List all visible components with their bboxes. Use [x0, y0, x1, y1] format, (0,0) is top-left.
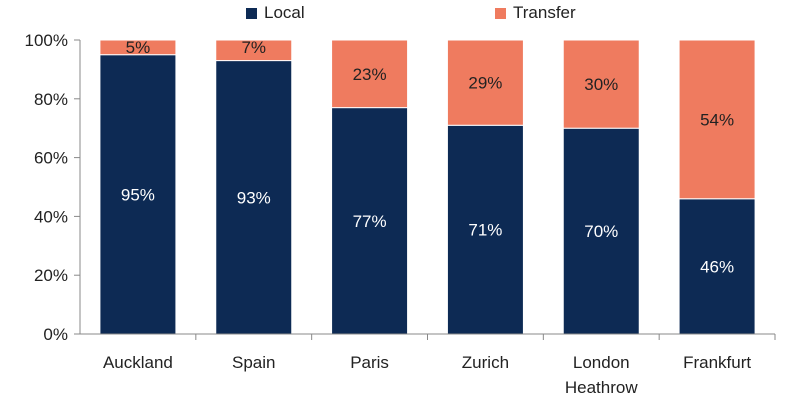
legend-swatch-local: [246, 7, 257, 19]
y-tick-label: 100%: [25, 31, 68, 50]
legend-label-local: Local: [264, 3, 305, 22]
data-label-transfer: 29%: [468, 74, 502, 93]
legend-label-transfer: Transfer: [513, 3, 576, 22]
bars-group: 95% 5% 93% 7% 77% 23% 71% 29% 70% 30% 46% 54%: [99, 38, 756, 335]
data-label-transfer: 7%: [241, 38, 266, 57]
bar-segment-transfer: [99, 39, 177, 56]
data-label-transfer: 5%: [126, 38, 151, 57]
data-label-local: 93%: [237, 188, 271, 207]
bar-segment-local: [331, 107, 409, 335]
data-label-local: 77%: [353, 212, 387, 231]
bar-segment-transfer: [331, 39, 409, 109]
bar-segment-transfer: [215, 39, 293, 62]
y-tick-label: 0%: [43, 325, 68, 344]
bar-segment-transfer: [446, 39, 524, 126]
bar-segment-local: [678, 198, 756, 335]
bar-segment-local: [215, 60, 293, 335]
x-tick-label: Paris: [350, 353, 389, 372]
legend-item-transfer: Transfer: [495, 3, 576, 23]
x-axis: Auckland Spain Paris Zurich London Heathrow Fr…: [80, 333, 776, 397]
bar-segment-local: [446, 124, 524, 335]
x-tick-label: London Heathrow: [565, 353, 638, 397]
y-tick-label: 20%: [34, 266, 68, 285]
y-tick-label: 80%: [34, 90, 68, 109]
data-label-local: 95%: [121, 185, 155, 204]
data-label-transfer: 54%: [700, 110, 734, 129]
legend-item-local: Local: [246, 3, 305, 23]
chart-legend: Local Transfer: [0, 3, 791, 25]
data-label-local: 70%: [584, 222, 618, 241]
bar-segment-transfer: [562, 39, 640, 129]
x-tick-label: Zurich: [462, 353, 509, 372]
y-tick-label: 60%: [34, 149, 68, 168]
y-tick-label: 40%: [34, 207, 68, 226]
x-tick-label: Auckland: [103, 353, 173, 372]
legend-swatch-transfer: [495, 7, 506, 19]
x-tick-label: Spain: [232, 353, 275, 372]
data-label-local: 46%: [700, 257, 734, 276]
bar-segment-local: [99, 54, 177, 335]
y-axis: 0% 20% 40% 60% 80% 100%: [25, 31, 81, 344]
data-label-local: 71%: [468, 221, 502, 240]
data-label-transfer: 30%: [584, 75, 618, 94]
bar-segment-transfer: [678, 39, 756, 200]
data-label-transfer: 23%: [353, 65, 387, 84]
x-tick-label: Frankfurt: [683, 353, 751, 372]
